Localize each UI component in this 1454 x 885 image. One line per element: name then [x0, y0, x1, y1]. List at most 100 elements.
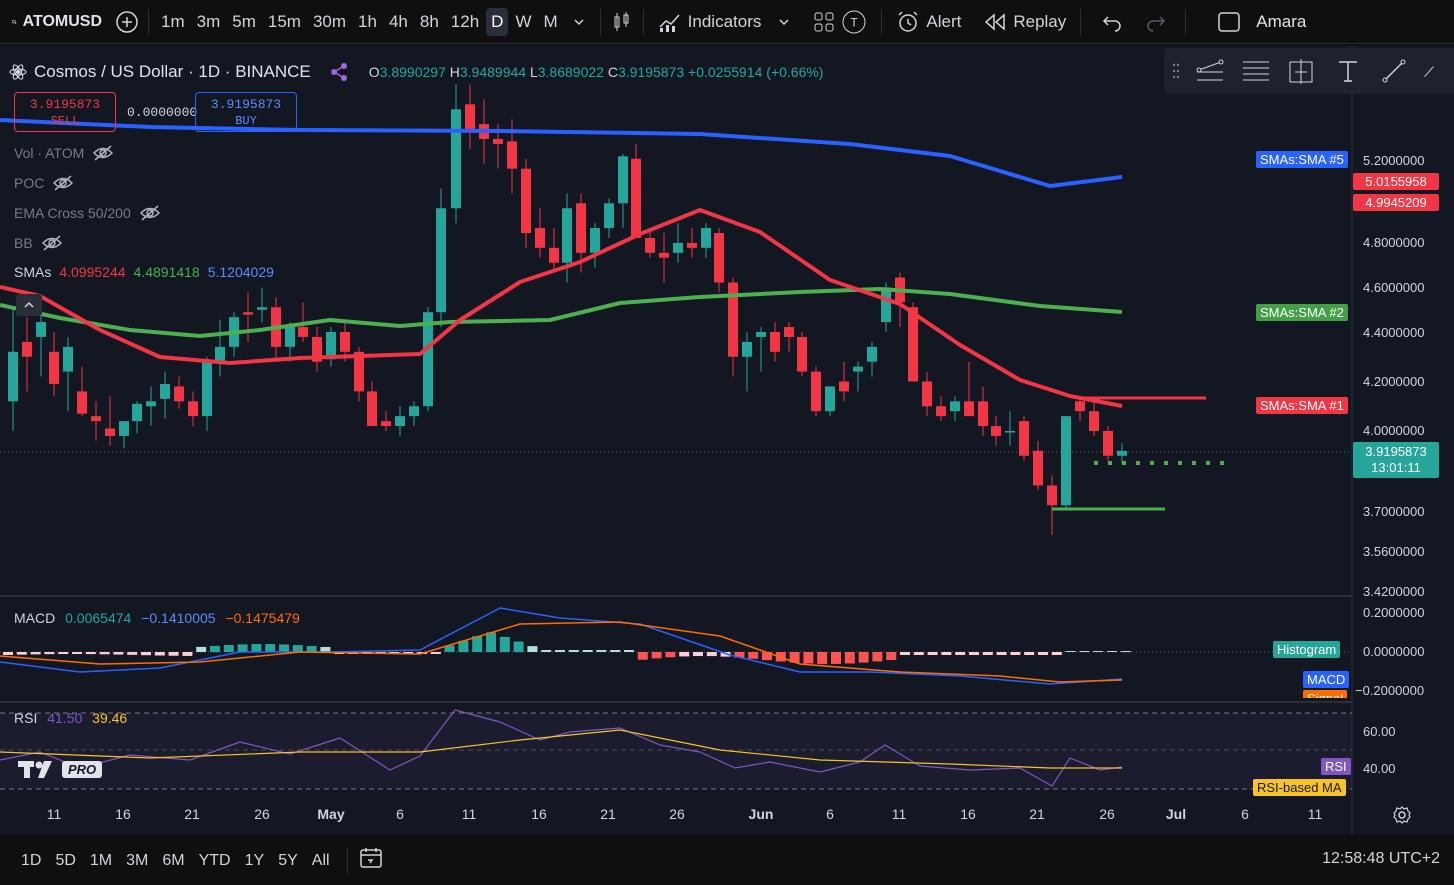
interval-4h[interactable]: 4h — [388, 11, 408, 31]
range-5y[interactable]: 5Y — [278, 851, 298, 869]
candle — [36, 322, 46, 337]
rsi-ma-line — [0, 729, 1122, 769]
add-symbol-icon[interactable] — [112, 7, 142, 37]
text-tool-icon[interactable] — [1330, 53, 1366, 89]
chart-title[interactable]: Cosmos / US Dollar · 1D · BINANCE — [34, 62, 311, 81]
price-axis-label: 4.2000000 — [1363, 374, 1425, 389]
symbol-search[interactable]: ATOMUSD — [0, 13, 112, 31]
macd-histogram-bar — [154, 652, 165, 656]
arrow-tool-icon[interactable] — [1376, 53, 1412, 89]
projection-icon[interactable] — [1284, 53, 1320, 89]
share-icon[interactable] — [329, 62, 349, 82]
macd-histogram-bar — [210, 645, 220, 652]
macd-histogram-bar — [1065, 651, 1076, 652]
date-range-icon[interactable] — [358, 846, 384, 875]
tradingview-logo[interactable]: PRO — [18, 758, 103, 780]
candle — [701, 228, 711, 248]
settings-gear-icon[interactable] — [1392, 805, 1412, 830]
interval-8h[interactable]: 8h — [419, 11, 439, 31]
macd-histogram-bar — [817, 652, 828, 664]
interval-D[interactable]: D — [486, 7, 509, 36]
range-3m[interactable]: 3M — [126, 851, 149, 869]
range-ytd[interactable]: YTD — [198, 851, 231, 869]
interval-1m[interactable]: 1m — [161, 11, 185, 31]
interval-W[interactable]: W — [515, 11, 532, 31]
fullscreen-icon[interactable] — [1214, 7, 1244, 37]
range-1y[interactable]: 1Y — [244, 851, 265, 869]
chart-area[interactable] — [0, 46, 1454, 834]
candle — [1103, 431, 1113, 456]
interval-5m[interactable]: 5m — [232, 11, 256, 31]
sma1-value: 4.0995244 — [59, 264, 126, 280]
indicator-smas[interactable]: SMAs 4.0995244 4.4891418 5.1204029 — [14, 264, 274, 280]
alert-button[interactable]: Alert — [888, 10, 969, 34]
macd-histogram-bar — [913, 652, 924, 655]
macd-histogram-bar — [472, 636, 483, 652]
indicators-button[interactable]: Indicators — [650, 11, 770, 33]
user-label[interactable]: Amara — [1256, 11, 1307, 31]
time-axis-label: 11 — [891, 806, 907, 822]
range-5d[interactable]: 5D — [55, 851, 76, 869]
sell-button[interactable]: 3.9195873 SELL — [14, 92, 116, 132]
macd-histogram-bar — [665, 652, 676, 658]
sma2-value: 4.4891418 — [133, 264, 200, 280]
buy-button[interactable]: 3.9195873 BUY — [195, 92, 297, 132]
candles-icon[interactable] — [607, 7, 637, 37]
chevron-down-icon[interactable] — [564, 7, 594, 37]
indicator-vol[interactable]: Vol · ATOM — [14, 144, 114, 162]
macd-histogram-bar — [16, 652, 27, 655]
range-all[interactable]: All — [311, 851, 330, 869]
collapse-legend-button[interactable] — [16, 294, 42, 316]
eye-hidden-icon[interactable] — [41, 234, 63, 252]
text-circle-icon[interactable]: T — [839, 7, 869, 37]
indicator-bb[interactable]: BB — [14, 234, 63, 252]
macd-histogram-bar — [1038, 652, 1048, 655]
eye-hidden-icon[interactable] — [139, 204, 161, 222]
interval-15m[interactable]: 15m — [267, 11, 301, 31]
interval-12h[interactable]: 12h — [450, 11, 480, 31]
macd-legend[interactable]: MACD 0.0065474 −0.1410005 −0.1475479 — [14, 610, 300, 626]
chevron-down-icon[interactable] — [769, 7, 799, 37]
clock[interactable]: 12:58:48 UTC+2 — [1322, 850, 1440, 867]
interval-M[interactable]: M — [543, 11, 558, 31]
macd-histogram-bar — [430, 652, 441, 654]
rewind-icon — [985, 12, 1006, 31]
time-axis[interactable]: 11 16 21 26 May 6 11 16 21 26 Jun 6 11 16 21 26 Jul 6 11 — [0, 798, 1350, 832]
countdown: 13:01:11 — [1371, 460, 1421, 475]
indicator-label: POC — [14, 175, 45, 191]
macd-histogram-bar — [555, 650, 565, 652]
indicator-ema-cross[interactable]: EMA Cross 50/200 — [14, 204, 161, 222]
drag-handle-icon[interactable] — [1170, 53, 1182, 89]
chart-canvas[interactable] — [0, 46, 1454, 834]
trend-lines-icon[interactable] — [1192, 53, 1228, 89]
candle — [950, 401, 960, 412]
brush-icon[interactable] — [1422, 53, 1436, 89]
replay-label: Replay — [1013, 11, 1067, 31]
candle — [631, 158, 641, 238]
fib-levels-icon[interactable] — [1238, 53, 1274, 89]
buy-price: 3.9195873 — [210, 97, 282, 112]
range-1d[interactable]: 1D — [21, 851, 42, 869]
high-tag-1: 5.0155958 — [1353, 173, 1439, 190]
eye-hidden-icon[interactable] — [92, 144, 114, 162]
rsi-legend[interactable]: RSI 41.50 39.46 — [14, 710, 127, 726]
macd-histogram-bar — [955, 652, 966, 655]
macd-axis-label: 0.0000000 — [1363, 644, 1425, 659]
rsi-label: RSI — [14, 710, 38, 726]
eye-hidden-icon[interactable] — [52, 174, 74, 192]
indicator-poc[interactable]: POC — [14, 174, 74, 192]
interval-1h[interactable]: 1h — [358, 11, 377, 31]
redo-icon[interactable] — [1141, 7, 1171, 37]
undo-icon[interactable] — [1097, 7, 1127, 37]
price-axis-label: 5.2000000 — [1363, 153, 1425, 168]
macd-axis-label: −0.2000000 — [1355, 683, 1425, 698]
macd-value-2: −0.1410005 — [141, 610, 216, 626]
range-6m[interactable]: 6M — [162, 851, 185, 869]
layout-grid-icon[interactable] — [809, 7, 839, 37]
open-value: 3.8990297 — [379, 64, 446, 80]
close-value: 3.9195873 — [617, 64, 685, 80]
interval-3m[interactable]: 3m — [196, 11, 221, 31]
range-1m[interactable]: 1M — [89, 851, 113, 869]
interval-30m[interactable]: 30m — [312, 11, 347, 31]
replay-button[interactable]: Replay — [975, 12, 1074, 32]
